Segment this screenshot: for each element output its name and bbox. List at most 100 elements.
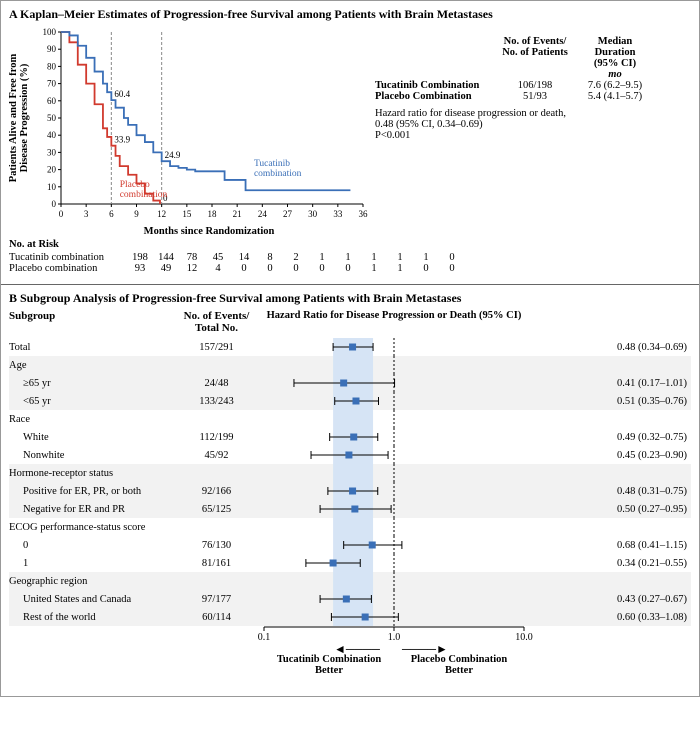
risk-cell: 0 [257, 263, 283, 274]
forest-plot-cell [254, 464, 534, 482]
risk-cell: 0 [309, 263, 335, 274]
forest-row: Total157/2910.48 (0.34–0.69) [9, 338, 691, 356]
risk-row: Placebo combination9349124000001100 [9, 263, 691, 274]
forest-hr: 0.43 (0.27–0.67) [534, 594, 691, 605]
forest-events: 133/243 [179, 396, 254, 407]
forest-row: ≥65 yr24/480.41 (0.17–1.01) [9, 374, 691, 392]
risk-cell: 2 [283, 252, 309, 263]
forest-tick: 1.0 [388, 632, 401, 643]
svg-text:Placebocombination: Placebocombination [120, 180, 168, 200]
svg-text:10: 10 [47, 182, 57, 192]
hr-text: Hazard ratio for disease progression or … [375, 108, 691, 141]
forest-events: 97/177 [179, 594, 254, 605]
forest-plot-cell [254, 374, 534, 392]
svg-text:36: 36 [359, 209, 369, 219]
forest-subgroup: Positive for ER, PR, or both [9, 486, 179, 497]
forest-left-label: Tucatinib Combination Better [259, 654, 399, 676]
risk-cell: 12 [179, 263, 205, 274]
forest-events: 112/199 [179, 432, 254, 443]
x-axis-label: Months since Randomization [49, 226, 369, 237]
forest-category: Age [9, 356, 691, 374]
svg-text:24.9: 24.9 [165, 150, 181, 160]
figure-container: A Kaplan–Meier Estimates of Progression-… [0, 0, 700, 697]
forest-tick: 0.1 [258, 632, 271, 643]
forest-subgroup: Rest of the world [9, 612, 179, 623]
forest-axis: 0.11.010.0◄────────►Tucatinib Combinatio… [9, 626, 691, 686]
forest-subgroup: ECOG performance-status score [9, 522, 179, 533]
risk-cell: 0 [439, 252, 465, 263]
risk-cell: 1 [387, 252, 413, 263]
svg-text:70: 70 [47, 79, 57, 89]
fh-events: No. of Events/ Total No. [179, 310, 254, 334]
stats-mo: mo [575, 69, 655, 80]
forest-events: 60/114 [179, 612, 254, 623]
forest-row: <65 yr133/243 0.51 (0.35–0.76) [9, 392, 691, 410]
forest-hr: 0.60 (0.33–1.08) [534, 612, 691, 623]
forest-category: ECOG performance-status score [9, 518, 691, 536]
risk-cell: 1 [413, 252, 439, 263]
stats-header-events: No. of Events/ No. of Patients [495, 36, 575, 69]
svg-text:6: 6 [109, 209, 114, 219]
fh-subgroup: Subgroup [9, 310, 179, 334]
forest-row: Nonwhite45/920.45 (0.23–0.90) [9, 446, 691, 464]
svg-text:30: 30 [47, 147, 57, 157]
forest-hr: 0.51 (0.35–0.76) [534, 396, 691, 407]
stats-name: Placebo Combination [375, 91, 495, 102]
stats-name: Tucatinib Combination [375, 80, 495, 91]
forest-plot-cell [254, 554, 534, 572]
svg-text:50: 50 [47, 113, 57, 123]
stats-row: Tucatinib Combination106/1987.6 (6.2–9.5… [375, 80, 691, 91]
forest-plot-cell [254, 392, 534, 410]
forest-events: 65/125 [179, 504, 254, 515]
forest-subgroup: Nonwhite [9, 450, 179, 461]
risk-cell: 1 [309, 252, 335, 263]
forest-subgroup: Total [9, 342, 179, 353]
forest-tick: 10.0 [515, 632, 533, 643]
forest-subgroup: Negative for ER and PR [9, 504, 179, 515]
risk-cell: 49 [153, 263, 179, 274]
risk-title: No. at Risk [9, 239, 691, 250]
forest-hr: 0.49 (0.32–0.75) [534, 432, 691, 443]
forest-events: 45/92 [179, 450, 254, 461]
risk-cell: 14 [231, 252, 257, 263]
stats-row: Placebo Combination51/935.4 (4.1–5.7) [375, 91, 691, 102]
forest-plot-cell [254, 428, 534, 446]
forest-subgroup: <65 yr [9, 396, 179, 407]
stats-events: 51/93 [495, 91, 575, 102]
forest-events: 92/166 [179, 486, 254, 497]
risk-table: No. at Risk Tucatinib combination1981447… [9, 239, 691, 274]
km-svg: 0102030405060708090100036912151821242730… [9, 26, 369, 226]
forest-plot-cell [254, 590, 534, 608]
forest-row: White112/1990.49 (0.32–0.75) [9, 428, 691, 446]
forest-plot-cell [254, 338, 534, 356]
forest-category: Geographic region [9, 572, 691, 590]
risk-cell: 93 [127, 263, 153, 274]
svg-text:33: 33 [333, 209, 343, 219]
fh-plot: Hazard Ratio for Disease Progression or … [254, 310, 534, 334]
forest-subgroup: ≥65 yr [9, 378, 179, 389]
svg-text:12: 12 [157, 209, 166, 219]
panel-a: A Kaplan–Meier Estimates of Progression-… [1, 1, 699, 285]
forest-events: 76/130 [179, 540, 254, 551]
panel-b: B Subgroup Analysis of Progression-free … [1, 285, 699, 696]
risk-row: Tucatinib combination1981447845148211111… [9, 252, 691, 263]
svg-text:21: 21 [233, 209, 242, 219]
forest-category: Race [9, 410, 691, 428]
forest-plot-cell [254, 572, 534, 590]
svg-text:27: 27 [283, 209, 293, 219]
forest-subgroup: United States and Canada [9, 594, 179, 605]
svg-text:80: 80 [47, 61, 57, 71]
svg-text:Patients Alive and Free fromDi: Patients Alive and Free fromDisease Prog… [9, 53, 30, 182]
svg-text:90: 90 [47, 44, 57, 54]
svg-text:60: 60 [47, 96, 57, 106]
risk-label: Tucatinib combination [9, 252, 127, 263]
forest-rows: Total157/2910.48 (0.34–0.69)Age≥65 yr24/… [9, 338, 691, 626]
risk-cell: 0 [439, 263, 465, 274]
forest-row: Negative for ER and PR65/1250.50 (0.27–0… [9, 500, 691, 518]
forest-hr: 0.34 (0.21–0.55) [534, 558, 691, 569]
stats-events: 106/198 [495, 80, 575, 91]
risk-cell: 78 [179, 252, 205, 263]
svg-text:20: 20 [47, 165, 57, 175]
svg-text:40: 40 [47, 130, 57, 140]
forest-subgroup: 1 [9, 558, 179, 569]
